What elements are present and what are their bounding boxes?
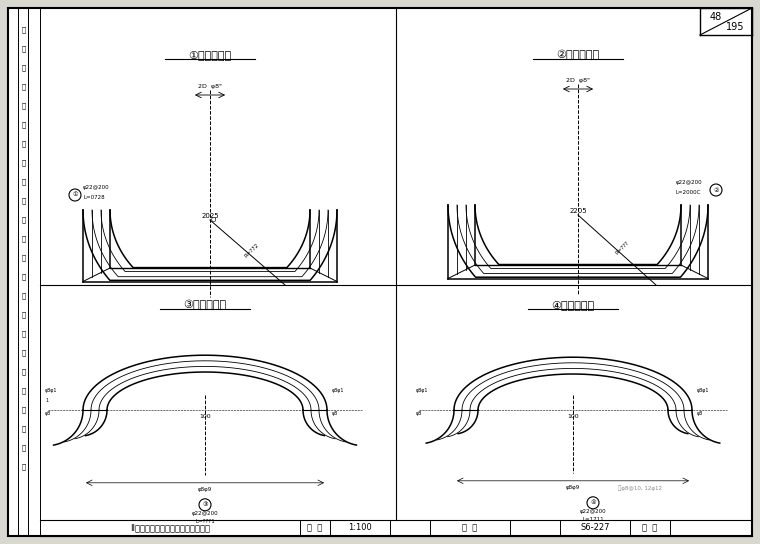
Text: 图: 图 <box>22 426 26 432</box>
Text: L=0728: L=0728 <box>83 195 105 200</box>
Text: ③钉筋大样图: ③钉筋大样图 <box>183 300 226 310</box>
Text: 路: 路 <box>22 274 26 280</box>
Text: ③: ③ <box>202 502 207 508</box>
Text: L=???1: L=???1 <box>195 519 215 524</box>
Text: 云: 云 <box>22 293 26 299</box>
Text: 2025: 2025 <box>201 213 219 219</box>
Text: 衡: 衡 <box>22 27 26 33</box>
Circle shape <box>587 497 599 509</box>
Text: 线: 线 <box>22 141 26 147</box>
Text: 设: 设 <box>22 444 26 452</box>
Text: 干: 干 <box>22 122 26 128</box>
Text: φ8φ1: φ8φ1 <box>332 388 344 393</box>
Text: φ8: φ8 <box>416 411 423 416</box>
Text: L=2000C: L=2000C <box>676 190 701 195</box>
Text: ①: ① <box>72 193 78 197</box>
Text: ①钉筋大样图: ①钉筋大样图 <box>188 50 232 60</box>
Text: 2205: 2205 <box>569 208 587 214</box>
Text: φ8φ9: φ8φ9 <box>566 485 580 490</box>
Text: φ22@200: φ22@200 <box>580 509 606 514</box>
Text: 道: 道 <box>22 369 26 375</box>
Text: 施: 施 <box>22 388 26 394</box>
Text: φ8: φ8 <box>697 411 703 416</box>
Text: L=1711: L=1711 <box>582 517 603 522</box>
Text: ②: ② <box>713 188 719 193</box>
Text: ④: ④ <box>591 500 596 505</box>
Text: 宁: 宁 <box>22 178 26 186</box>
Text: 100: 100 <box>567 414 579 419</box>
Text: 昆: 昆 <box>22 46 26 52</box>
Text: ②钉筋大样图: ②钉筋大样图 <box>556 50 600 60</box>
Text: S6-227: S6-227 <box>580 523 610 533</box>
Text: 道: 道 <box>22 84 26 90</box>
Text: φ22@200: φ22@200 <box>192 511 218 516</box>
Text: φ8: φ8 <box>45 411 51 416</box>
Text: φ22@200: φ22@200 <box>83 185 109 190</box>
Text: 富: 富 <box>22 160 26 166</box>
Text: 南: 南 <box>22 236 26 242</box>
Text: R=?72: R=?72 <box>244 243 260 259</box>
Text: 计: 计 <box>22 463 26 471</box>
Text: 日  期: 日 期 <box>642 523 657 533</box>
Text: 工: 工 <box>22 407 26 413</box>
Text: 1: 1 <box>45 398 48 403</box>
Circle shape <box>69 189 81 201</box>
Text: φ8φ1: φ8φ1 <box>45 388 58 393</box>
Text: 主: 主 <box>22 103 26 109</box>
Text: 见φ8@10, 12φ12: 见φ8@10, 12φ12 <box>618 485 662 491</box>
Text: 图  号: 图 号 <box>462 523 477 533</box>
Text: 公: 公 <box>22 255 26 261</box>
Text: 1:100: 1:100 <box>348 523 372 533</box>
Text: 至: 至 <box>22 197 26 205</box>
Text: 隧: 隧 <box>22 350 26 356</box>
Text: φ8φ1: φ8φ1 <box>416 388 429 393</box>
Text: 48: 48 <box>710 12 722 22</box>
Text: φ8φ9: φ8φ9 <box>198 487 212 492</box>
Text: 2D  φ8": 2D φ8" <box>566 78 590 83</box>
Text: O: O <box>211 217 216 223</box>
Text: 广: 广 <box>22 217 26 223</box>
Circle shape <box>710 184 722 196</box>
Text: 南: 南 <box>22 312 26 318</box>
Text: 195: 195 <box>726 22 745 32</box>
Text: 某: 某 <box>22 331 26 337</box>
Text: 国: 国 <box>22 65 26 71</box>
Text: φ22@200: φ22@200 <box>676 180 703 185</box>
Text: 比  例: 比 例 <box>307 523 323 533</box>
Text: 100: 100 <box>199 414 211 419</box>
Text: 2D  φ8": 2D φ8" <box>198 84 222 89</box>
Text: φ8: φ8 <box>332 411 338 416</box>
Text: II类围岩衬砂断面钉筋大样图（二）: II类围岩衬砂断面钉筋大样图（二） <box>130 523 210 533</box>
Text: ④钉筋大样图: ④钉筋大样图 <box>552 300 594 310</box>
Text: φ8φ1: φ8φ1 <box>697 388 710 393</box>
Text: R=???: R=??? <box>614 240 630 256</box>
Circle shape <box>199 499 211 511</box>
